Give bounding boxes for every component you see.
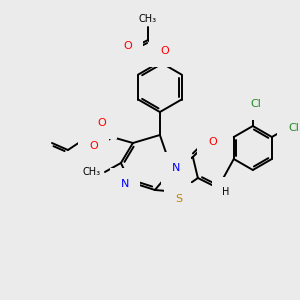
Text: N: N: [172, 163, 180, 173]
Text: O: O: [124, 41, 132, 51]
Text: CH₃: CH₃: [139, 14, 157, 24]
Text: O: O: [208, 137, 217, 147]
Text: O: O: [144, 14, 152, 24]
Text: Cl: Cl: [289, 123, 299, 133]
Text: N: N: [121, 179, 129, 189]
Text: O: O: [90, 141, 98, 151]
Text: O: O: [160, 46, 169, 56]
Text: H: H: [222, 187, 230, 197]
Text: Cl: Cl: [250, 99, 261, 109]
Text: S: S: [175, 194, 182, 204]
Text: CH₃: CH₃: [83, 167, 101, 177]
Text: O: O: [98, 118, 106, 128]
